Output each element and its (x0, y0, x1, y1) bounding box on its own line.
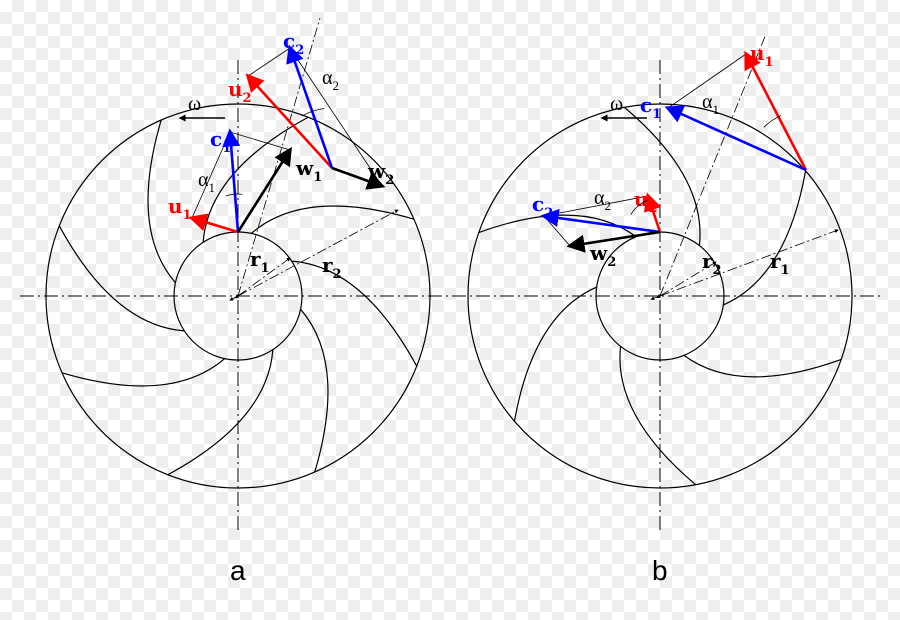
blade (620, 346, 696, 484)
radial-ref-b (660, 34, 766, 296)
caption-a: a (230, 555, 246, 586)
blade (514, 287, 596, 421)
angle-label: α2 (594, 187, 611, 213)
blade (59, 226, 184, 331)
angle-label: α2 (322, 67, 339, 93)
blade (292, 261, 417, 366)
angle-label: α1 (702, 91, 719, 117)
omega-label: ω (188, 93, 201, 115)
angle-label: α1 (198, 169, 215, 195)
blade (301, 309, 328, 472)
radius-label-2: r2 (702, 249, 722, 278)
vector-w2-b-label: w2 (589, 241, 616, 270)
diagram-canvas: ωr1r2aωr1r2bu1c1w1u2c2w2α1α2u1c1u2c2w2α1… (0, 0, 900, 620)
vector-c2-a (290, 48, 332, 168)
omega-label: ω (610, 93, 623, 115)
blade (723, 171, 805, 305)
vector-w2-b (570, 232, 660, 246)
vector-u1-a-label: u1 (168, 194, 192, 223)
radius-line-back (230, 296, 238, 300)
radius-label-1: r1 (250, 247, 270, 276)
vector-c1-a-label: c1 (210, 127, 231, 156)
vector-w1-a (238, 150, 290, 232)
vector-u1-b (746, 54, 806, 170)
vector-w1-a-label: w1 (295, 156, 322, 185)
blade (684, 355, 841, 377)
radius-label-1: r1 (770, 249, 790, 278)
vector-u1-a (192, 218, 238, 232)
vector-c2-b (544, 216, 660, 232)
radius-label-2: r2 (322, 253, 342, 282)
vector-u2-a-label: u2 (228, 77, 252, 106)
blade (168, 350, 273, 475)
caption-b: b (652, 555, 668, 586)
vector-c1-b (668, 108, 806, 170)
radius-line (238, 210, 398, 296)
blade (251, 206, 414, 233)
radius-line (660, 230, 838, 296)
construction-line (230, 132, 290, 150)
blade (62, 359, 225, 386)
